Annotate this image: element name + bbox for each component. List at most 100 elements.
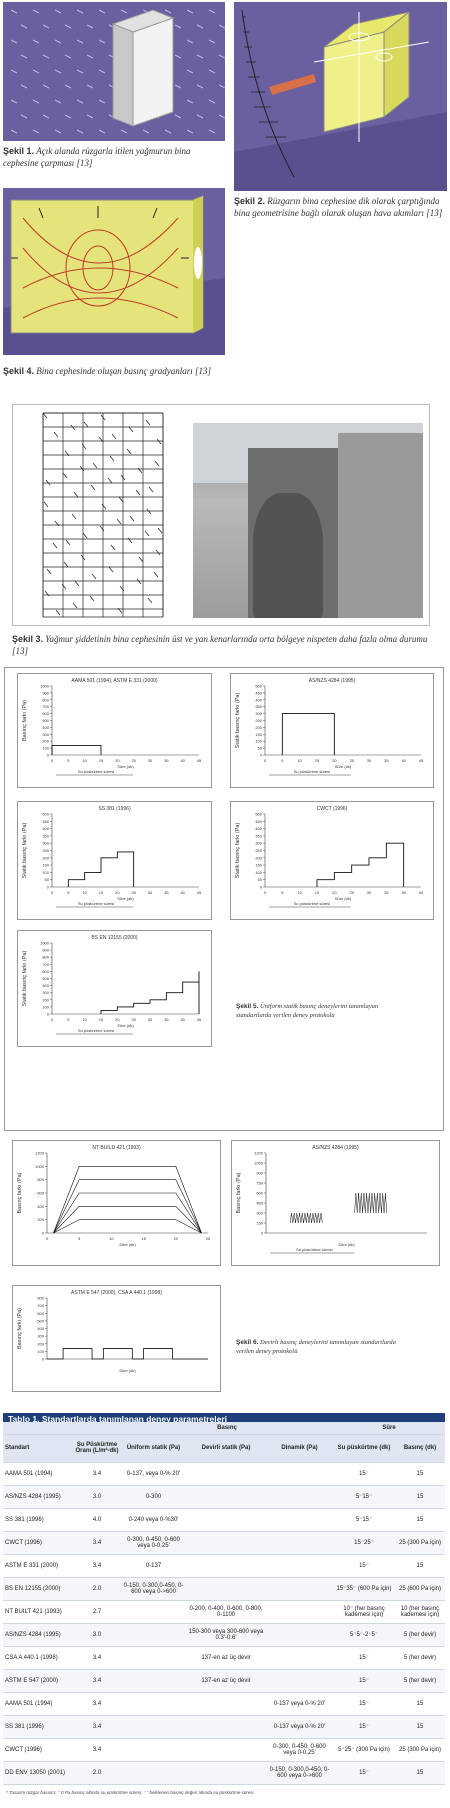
table-cell: 0-137 veya 0-% 20' [266, 1692, 333, 1716]
table-cell: CWCT (1996) [3, 1738, 73, 1762]
table-cell: 0-300, 0-450, 0-600 veya 0-0.25' [266, 1738, 333, 1762]
y-tick-label: 400 [255, 826, 262, 831]
table-cell [266, 1508, 333, 1532]
x-tick-label: 0 [46, 1236, 49, 1241]
y-tick-label: 200 [255, 855, 262, 860]
table-cell: 15⁻ [333, 1692, 395, 1716]
pressure-step-line [51, 745, 102, 755]
table-row: SS 381 (1996) 4.0 0-240 veya 0-%30' 5⁻15⁻ 15 [3, 1508, 445, 1532]
x-tick-label: 25 [206, 1236, 211, 1241]
chart-panel: NT BUILD 421 (1993) Basınç farkı (Pa) 0 200… [12, 1140, 221, 1266]
chart-xlabel: Süre (dk) [335, 896, 352, 901]
y-tick-label: 800 [42, 697, 49, 702]
y-tick-label: 400 [42, 725, 49, 730]
x-tick-label: 25 [349, 890, 354, 895]
table-cell [266, 1462, 333, 1486]
y-tick-label: 150 [255, 863, 262, 868]
spray-note: Su püskürtme süresi [78, 901, 115, 906]
x-tick-label: 0 [51, 1017, 54, 1022]
y-tick-label: 400 [37, 1326, 44, 1331]
x-tick-label: 20 [115, 1017, 120, 1022]
x-tick-label: 20 [332, 890, 337, 895]
chart-title: AS/NZS 4284 (1995) [309, 678, 356, 684]
airflow-illustration [234, 9, 447, 191]
table-cell: 3.4 [73, 1462, 121, 1486]
figure-1-caption: Şekil 1. Açık alanda rüzgarla itilen yağ… [3, 146, 191, 168]
x-tick-label: 45 [197, 890, 202, 895]
chart-xlabel: Süre (dk) [335, 764, 352, 769]
y-tick-label: 750 [256, 1181, 263, 1186]
chart-ylabel: Basınç farkı (Pa) [17, 1172, 23, 1213]
table-cell [266, 1531, 333, 1555]
figure-3-caption: Şekil 3. Yağmur şiddetinin bina cephesin… [12, 634, 428, 656]
table-cell [186, 1462, 266, 1486]
y-tick-label: 200 [42, 855, 49, 860]
col-header: Devirli statik (Pa) [186, 1434, 266, 1463]
table-cell [121, 1600, 186, 1624]
y-tick-label: 400 [42, 826, 49, 831]
cyclic-pressure-curve [53, 1219, 202, 1234]
x-tick-label: 25 [131, 890, 136, 895]
building-rain-sketch [42, 412, 164, 618]
x-tick-label: 45 [419, 890, 424, 895]
table-cell [186, 1485, 266, 1509]
x-tick-label: 40 [180, 758, 185, 763]
table-cell: 3.0 [73, 1485, 121, 1509]
col-header: Dinamik (Pa) [266, 1434, 333, 1463]
y-tick-label: 100 [42, 746, 49, 751]
chart-svg: ASTM E 547 (2000), CSA A 440.1 (1998) Bas… [17, 1290, 208, 1373]
table-cell: AAMA 501 (1994) [3, 1462, 73, 1486]
y-tick-label: 300 [42, 990, 49, 995]
y-tick-label: 500 [42, 976, 49, 981]
table-cell: ASTM E 547 (2000) [3, 1669, 73, 1693]
chart-xlabel: Süre (dk) [117, 764, 134, 769]
table-cell [186, 1531, 266, 1555]
y-tick-label: 700 [42, 704, 49, 709]
figure-1-image [3, 2, 225, 141]
table-cell: 15⁻35⁻ (600 Pa için) [333, 1577, 395, 1601]
table-cell: 15 [395, 1715, 445, 1739]
table-cell: SS 381 (1996) [3, 1508, 73, 1532]
chart-svg: AS/NZS 4284 (1995) Basınç farkı (Pa) 0 150 3… [236, 1145, 427, 1254]
pressure-step-line [316, 842, 405, 887]
chart-title: AS/NZS 4284 (1995) [312, 1145, 359, 1151]
table-cell: 2.0 [73, 1761, 121, 1785]
table-row: AAMA 501 (1994) 3.4 0-137 veya 0-% 20' 15⁻ 1… [3, 1692, 445, 1716]
y-tick-label: 1200 [35, 1151, 45, 1156]
spray-note: Su püskürtme süresi [294, 901, 331, 906]
y-tick-label: 450 [255, 690, 262, 695]
y-tick-label: 150 [255, 732, 262, 737]
table-cell: 0-300, 0-450, 0-600 veya 0-0.25' [121, 1531, 186, 1555]
y-tick-label: 600 [256, 1191, 263, 1196]
y-tick-label: 0 [42, 1357, 45, 1362]
x-tick-label: 0 [264, 890, 267, 895]
x-tick-label: 15 [141, 1236, 146, 1241]
table-cell: 2.0 [73, 1577, 121, 1601]
chart-svg: CWCT (1996)Statik basınç farkı (Pa)05010… [235, 806, 424, 908]
cyclic-pressure-curve [53, 1179, 202, 1234]
y-tick-label: 300 [42, 732, 49, 737]
table-cell: 0-300 [121, 1485, 186, 1509]
chart-panel: AAMA 501 (1994), ASTM E 331 (2000) Basınç… [17, 673, 212, 788]
table-cell: 0-150, 0-300,0-450, 0-600 veya 0->600 [121, 1577, 186, 1601]
table-cell [266, 1554, 333, 1578]
table-cell: CSA A 440.1 (1998) [3, 1646, 73, 1670]
y-tick-label: 100 [42, 1004, 49, 1009]
table-cell [121, 1646, 186, 1670]
y-tick-label: 400 [37, 1204, 44, 1209]
table-cell: 3.4 [73, 1669, 121, 1693]
table-cell: 4.0 [73, 1508, 121, 1532]
table-cell [186, 1692, 266, 1716]
table-cell: AS/NZS 4284 (1995) [3, 1485, 73, 1509]
spray-note: Su püskürtme süresi [78, 769, 115, 774]
table-cell: 25 (600 Pa için) [395, 1577, 445, 1601]
table-row: BS EN 12155 (2000) 2.0 0-150, 0-300,0-450,… [3, 1577, 445, 1601]
y-tick-label: 250 [255, 718, 262, 723]
table-cell [121, 1738, 186, 1762]
chart-title: BS EN 12155 (2000) [91, 935, 137, 941]
x-tick-label: 40 [180, 890, 185, 895]
x-tick-label: 5 [67, 890, 70, 895]
y-tick-label: 200 [255, 725, 262, 730]
y-tick-label: 1000 [40, 941, 50, 946]
table-cell: DD ENV 13050 (2001) [3, 1761, 73, 1785]
